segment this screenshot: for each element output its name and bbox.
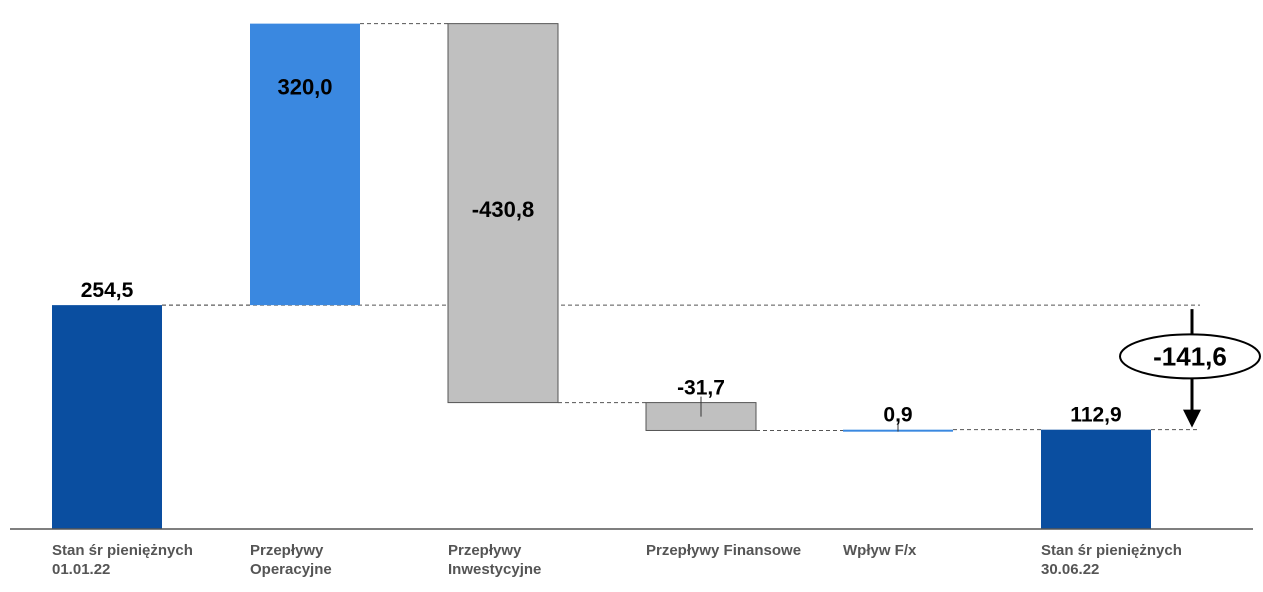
category-label-line: Przepływy bbox=[250, 542, 324, 559]
category-label-line: Stan śr pieniężnych bbox=[52, 542, 193, 559]
category-label-5: Stan śr pieniężnych 30.06.22 bbox=[1041, 541, 1182, 579]
category-label-line: Stan śr pieniężnych bbox=[1041, 542, 1182, 559]
category-label-3: Przepływy Finansowe bbox=[646, 541, 801, 560]
category-label-1: Przepływy Operacyjne bbox=[250, 541, 332, 579]
category-label-line: Przepływy Finansowe bbox=[646, 542, 802, 559]
bar-0 bbox=[52, 305, 162, 529]
category-label-line: 30.06.22 bbox=[1041, 561, 1100, 578]
category-label-line: Inwestycyjne bbox=[448, 561, 542, 578]
category-label-2: Przepływy Inwestycyjne bbox=[448, 541, 541, 579]
category-label-line: Operacyjne bbox=[250, 561, 332, 578]
value-label-5: 112,9 bbox=[1070, 404, 1121, 427]
bar-2 bbox=[447, 23, 559, 404]
value-label-4: 0,9 bbox=[883, 404, 912, 427]
category-label-line: Przepływy bbox=[448, 542, 522, 559]
value-label-1: 320,0 bbox=[277, 74, 332, 99]
bar-5 bbox=[1041, 429, 1151, 529]
value-label-2: -430,8 bbox=[472, 197, 534, 222]
category-label-line: Wpływ F/x bbox=[843, 542, 917, 559]
value-label-0: 254,5 bbox=[81, 279, 134, 302]
net-change-arrow-head bbox=[1183, 409, 1201, 428]
value-label-3: -31,7 bbox=[677, 377, 725, 400]
category-label-4: Wpływ F/x bbox=[843, 541, 916, 560]
net-change-label: -141,6 bbox=[1153, 341, 1227, 371]
bar-1 bbox=[250, 23, 360, 306]
category-label-line: 01.01.22 bbox=[52, 561, 111, 578]
category-label-0: Stan śr pieniężnych 01.01.22 bbox=[52, 541, 193, 579]
net-change-ellipse bbox=[1119, 333, 1261, 380]
